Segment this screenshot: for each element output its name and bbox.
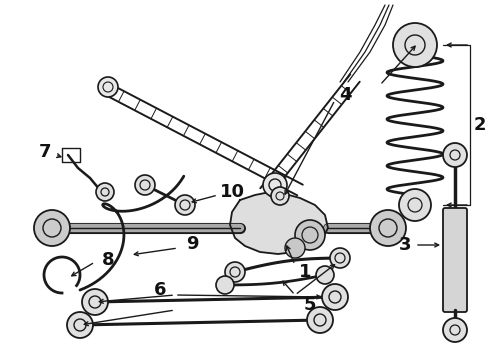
Text: 4: 4 — [339, 86, 351, 104]
FancyBboxPatch shape — [443, 208, 467, 312]
Text: 2: 2 — [474, 116, 486, 134]
Circle shape — [263, 173, 287, 197]
Circle shape — [370, 210, 406, 246]
Circle shape — [330, 248, 350, 268]
Circle shape — [316, 266, 334, 284]
Circle shape — [67, 312, 93, 338]
Circle shape — [443, 143, 467, 167]
Circle shape — [399, 189, 431, 221]
Text: 3: 3 — [399, 236, 411, 254]
Circle shape — [271, 187, 289, 205]
Circle shape — [34, 210, 70, 246]
Circle shape — [225, 262, 245, 282]
Circle shape — [393, 23, 437, 67]
Text: 10: 10 — [220, 183, 245, 201]
Circle shape — [322, 284, 348, 310]
Circle shape — [443, 318, 467, 342]
Text: 5: 5 — [304, 296, 316, 314]
Text: 9: 9 — [186, 235, 198, 253]
Text: 1: 1 — [299, 263, 311, 281]
Circle shape — [82, 289, 108, 315]
Circle shape — [96, 183, 114, 201]
Circle shape — [285, 238, 305, 258]
Polygon shape — [230, 192, 328, 254]
Circle shape — [216, 276, 234, 294]
Text: 8: 8 — [102, 251, 114, 269]
Circle shape — [307, 307, 333, 333]
Text: 6: 6 — [154, 281, 166, 299]
Text: 7: 7 — [39, 143, 51, 161]
Circle shape — [98, 77, 118, 97]
Circle shape — [175, 195, 195, 215]
Circle shape — [135, 175, 155, 195]
Circle shape — [295, 220, 325, 250]
